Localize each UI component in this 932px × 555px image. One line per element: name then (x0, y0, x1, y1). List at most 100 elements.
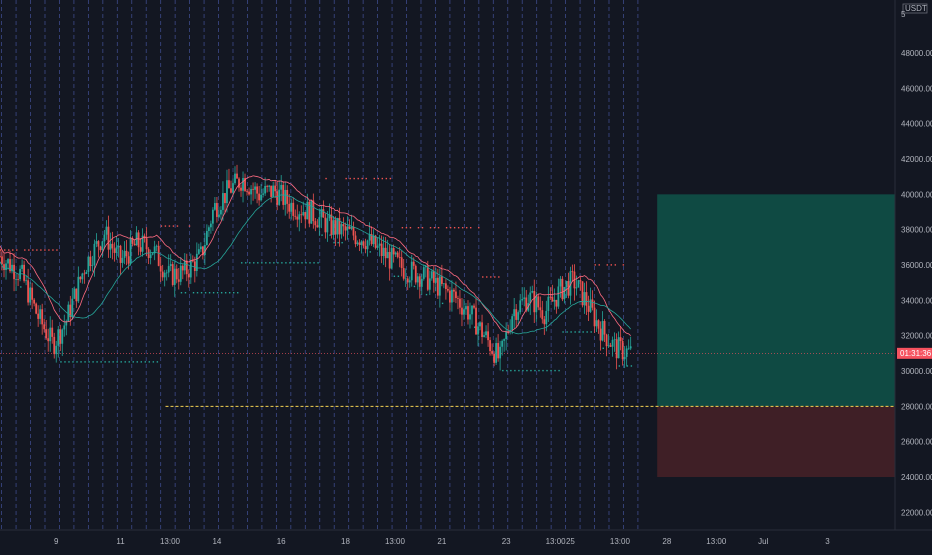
candle-body (368, 234, 371, 241)
candle-body (169, 264, 172, 267)
trail-dot (168, 225, 171, 227)
price-tick-label: 36000.00 (901, 261, 932, 270)
candle-body (252, 188, 254, 190)
trail-dot (514, 369, 516, 372)
candle-body (159, 265, 162, 272)
trail-dot (257, 262, 259, 264)
time-axis[interactable]: 9 11 13:00 14 16 18 13:00 21 23 13:00 25 13:00 28 13:… (54, 537, 830, 546)
candle-body (43, 324, 46, 330)
candle-body (420, 278, 423, 287)
candle-body (517, 312, 520, 320)
trail-dot (305, 262, 307, 264)
trail-dot (405, 226, 408, 229)
trail-dot (578, 331, 580, 333)
candle-body (414, 265, 417, 283)
candle-body (256, 186, 258, 194)
stop-zone[interactable] (657, 406, 895, 477)
candle-body (412, 261, 415, 266)
candle-body (378, 243, 381, 246)
candle-body (17, 279, 19, 280)
candle-body (563, 287, 566, 300)
candle-body (93, 243, 96, 266)
candle-body (175, 268, 178, 280)
candle-body (330, 214, 333, 235)
candle-body (45, 329, 48, 339)
candle-body (424, 266, 427, 268)
trail-dot (630, 365, 633, 367)
candle-body (238, 178, 240, 188)
candle-body (551, 297, 554, 302)
trail-dot (293, 262, 295, 264)
candle-body (57, 329, 60, 346)
candle-body (37, 313, 40, 319)
candle-body (430, 271, 433, 279)
trail-dot (208, 292, 211, 294)
trail-dot (329, 234, 331, 236)
candle-body (248, 191, 250, 195)
candle-body (139, 247, 142, 252)
currency-box[interactable] (902, 3, 928, 14)
trail-dot (626, 365, 629, 367)
top-partial-tick: 5 (901, 10, 906, 19)
trail-dot (530, 369, 532, 372)
candle-body (426, 266, 429, 290)
candle-body (125, 250, 128, 257)
candles[interactable] (0, 164, 632, 371)
candle-body (469, 314, 471, 320)
trail-dot (474, 326, 476, 328)
candle-body (147, 249, 150, 259)
trail-dot (269, 262, 271, 264)
candle-body (224, 193, 226, 204)
candle-body (406, 278, 409, 283)
trail-dot (461, 226, 464, 229)
candle-body (7, 259, 9, 264)
candle-body (163, 272, 166, 278)
candle-body (71, 298, 74, 318)
candle-body (493, 353, 495, 363)
candle-body (599, 328, 602, 341)
trail-dot (518, 369, 520, 372)
target-zone[interactable] (657, 194, 895, 407)
candle-body (79, 276, 82, 280)
trail-dot (124, 361, 126, 363)
trail-dot (140, 361, 142, 363)
candle-body (326, 218, 329, 233)
trail-dot (357, 177, 359, 180)
price-tick-label: 22000.00 (901, 508, 932, 517)
candle-body (575, 287, 578, 289)
candle-body (487, 331, 489, 341)
candle-body (59, 329, 62, 344)
candle-body (451, 289, 453, 303)
trail-dot (498, 276, 500, 278)
candle-body (81, 273, 84, 280)
candle-body (310, 200, 313, 224)
trail-dot (337, 241, 339, 244)
candle-body (240, 187, 242, 191)
price-axis[interactable]: 22000.00 24000.00 26000.00 28000.00 30000.00… (901, 49, 932, 517)
candle-body (360, 241, 363, 246)
candle-body (529, 292, 532, 304)
candle-body (342, 224, 345, 227)
candle-body (366, 240, 369, 250)
candle-body (585, 292, 588, 306)
candle-body (5, 263, 7, 270)
trail-dot (237, 292, 239, 294)
candle-body (185, 260, 188, 275)
candle-body (597, 320, 600, 329)
candle-body (503, 339, 506, 341)
candle-body (553, 299, 556, 302)
trail-dot (164, 225, 167, 227)
candle-body (191, 260, 194, 262)
time-tick-label: 18 (341, 537, 350, 546)
candle-body (625, 348, 628, 357)
candle-body (605, 334, 608, 347)
candle-body (85, 271, 88, 275)
trail-dot (345, 177, 347, 180)
candle-body (627, 348, 630, 350)
candle-body (591, 299, 594, 308)
trail-dot (76, 361, 78, 363)
candle-body (205, 230, 208, 246)
candle-body (396, 252, 399, 257)
